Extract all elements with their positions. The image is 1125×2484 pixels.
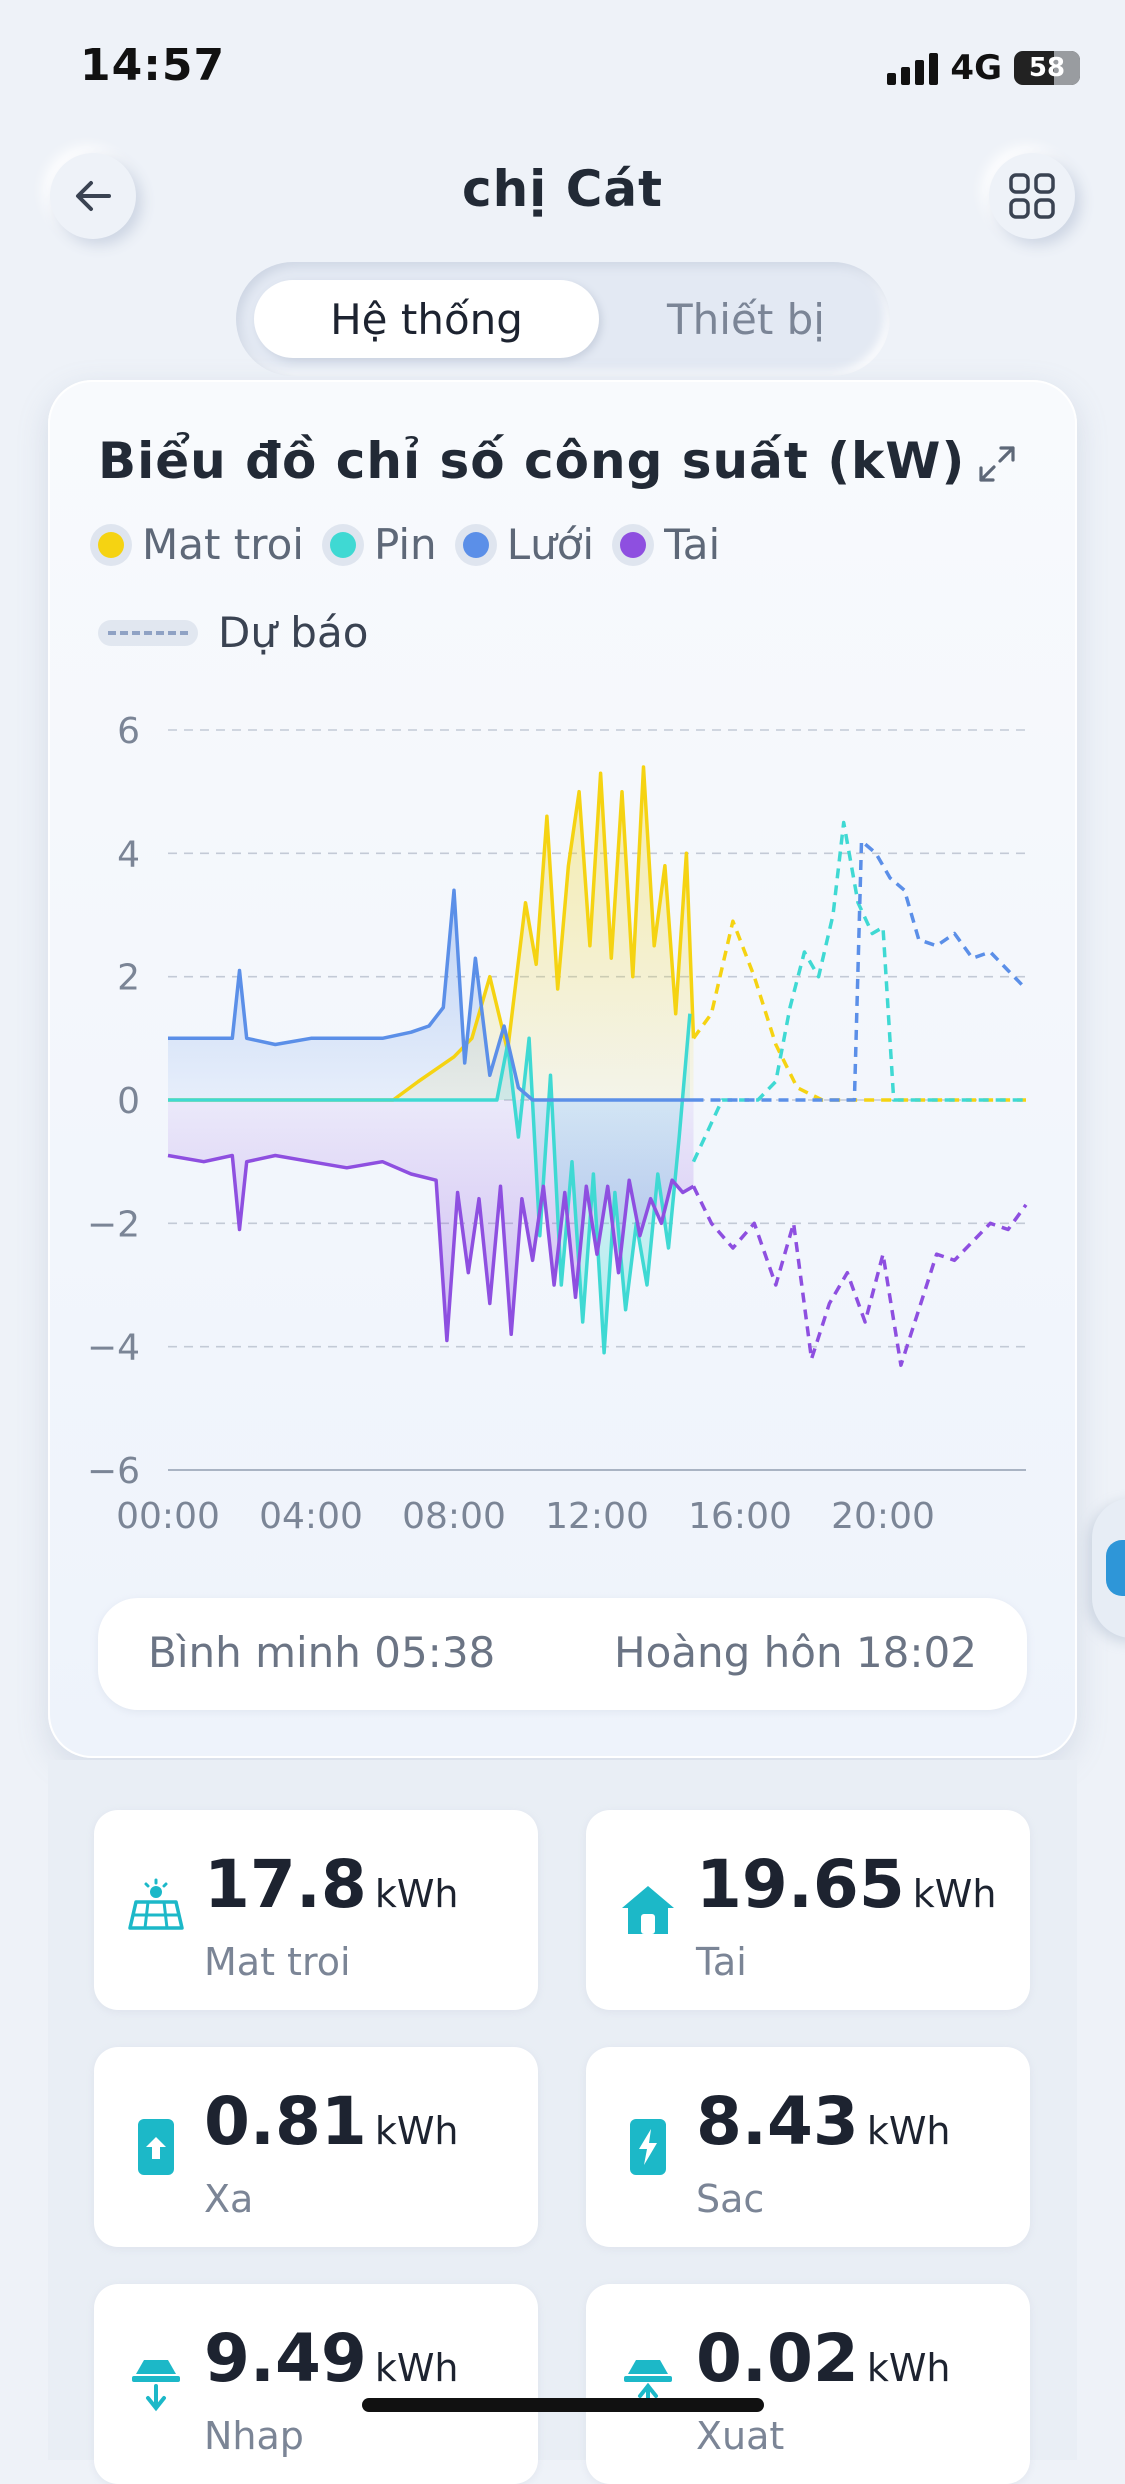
stat-card-tai[interactable]: 19.65 kWh Tai	[586, 1810, 1030, 2010]
grid-import-icon	[132, 2360, 180, 2412]
tab-thiet-bi[interactable]: Thiết bị	[667, 294, 825, 344]
line-luoi	[168, 888, 694, 1102]
legend-item-tai[interactable]: Tai	[620, 520, 720, 569]
battery-level: 58	[1028, 53, 1066, 83]
stat-label: Xuat	[696, 2414, 785, 2458]
legend-dot	[329, 531, 356, 558]
area-tai	[168, 1100, 694, 1341]
forecast-line-tai	[691, 1185, 1028, 1367]
x-tick-label: 16:00	[688, 1496, 792, 1537]
forecast-line-pin	[691, 820, 1026, 1163]
legend-dot	[98, 531, 124, 558]
segmented-tabs: Hệ thống Thiết bị	[236, 262, 890, 376]
y-tick-label: −4	[87, 1328, 140, 1369]
floating-assistant-button[interactable]	[1092, 1498, 1125, 1638]
menu-button[interactable]	[989, 153, 1075, 239]
area-pin	[168, 1013, 690, 1353]
status-indicators: 4G 58	[887, 48, 1080, 88]
area-luoi	[168, 890, 694, 1100]
legend-label: Mat troi	[142, 520, 304, 569]
stat-value: 19.65 kWh	[696, 1846, 997, 1923]
legend-label: Lưới	[506, 520, 595, 569]
chart-legend: Mat troi Pin Lưới Tai	[98, 520, 746, 569]
dashed-line-icon	[98, 619, 198, 646]
stat-label: Xa	[204, 2177, 254, 2221]
battery-discharge-icon	[138, 2119, 174, 2175]
y-tick-label: 6	[117, 711, 140, 752]
home-indicator	[362, 2398, 764, 2412]
house-icon	[622, 1886, 674, 1934]
area-mat-troi	[168, 767, 694, 1100]
y-tick-label: −2	[87, 1204, 140, 1245]
y-tick-label: −6	[87, 1451, 140, 1492]
stat-value: 8.43 kWh	[696, 2083, 951, 2160]
x-tick-label: 04:00	[259, 1496, 363, 1537]
stat-label: Tai	[696, 1940, 747, 1984]
stat-card-xuat[interactable]: 0.02 kWh Xuat	[586, 2284, 1030, 2484]
stat-card-nhap[interactable]: 9.49 kWh Nhap	[94, 2284, 538, 2484]
battery-charge-icon	[630, 2119, 666, 2175]
page-title: chị Cát	[461, 160, 664, 218]
tab-he-thong[interactable]: Hệ thống	[254, 280, 599, 358]
solar-panel-icon	[128, 1878, 184, 1930]
x-tick-label: 12:00	[545, 1496, 649, 1537]
forecast-line-luoi	[693, 839, 1028, 1102]
stat-card-xa[interactable]: 0.81 kWh Xa	[94, 2047, 538, 2247]
network-type: 4G	[950, 48, 1002, 88]
y-tick-label: 4	[117, 834, 140, 875]
legend-dot	[620, 531, 647, 558]
arrow-left-icon	[76, 181, 111, 211]
power-chart-card: Biểu đồ chỉ số công suất (kW) Mat troi P…	[48, 380, 1077, 1758]
stat-value: 17.8 kWh	[204, 1846, 459, 1923]
grid-icon	[1009, 173, 1055, 219]
x-tick-label: 00:00	[116, 1496, 220, 1537]
assistant-icon	[1106, 1540, 1125, 1596]
legend-item-luoi[interactable]: Lưới	[462, 520, 595, 569]
status-bar: 14:57 4G 58	[0, 0, 1125, 130]
legend-label: Pin	[373, 520, 437, 569]
back-button[interactable]	[50, 153, 136, 239]
legend-item-mat-troi[interactable]: Mat troi	[98, 520, 304, 569]
y-tick-label: 2	[117, 958, 140, 999]
header: chị Cát	[0, 130, 1125, 260]
forecast-line-mat-troi	[692, 919, 1026, 1102]
y-tick-label: 0	[117, 1081, 140, 1122]
stat-value: 0.02 kWh	[696, 2320, 951, 2397]
forecast-legend: Dự báo	[98, 608, 368, 657]
stat-value: 0.81 kWh	[204, 2083, 459, 2160]
legend-label: Tai	[664, 520, 721, 569]
status-time: 14:57	[80, 40, 226, 91]
line-mat-troi	[168, 765, 696, 1102]
stat-card-sac[interactable]: 8.43 kWh Sac	[586, 2047, 1030, 2247]
battery-icon: 58	[1014, 51, 1080, 85]
legend-dot	[462, 531, 489, 558]
stat-card-mat-troi[interactable]: 17.8 kWh Mat troi	[94, 1810, 538, 2010]
stat-label: Mat troi	[204, 1940, 351, 1984]
stat-value: 9.49 kWh	[204, 2320, 459, 2397]
sun-times: Bình minh 05:38 Hoàng hôn 18:02	[98, 1598, 1027, 1710]
stat-label: Sac	[696, 2177, 765, 2221]
x-tick-label: 08:00	[402, 1496, 506, 1537]
legend-item-pin[interactable]: Pin	[329, 520, 437, 569]
stat-label: Nhap	[204, 2414, 304, 2458]
chart-title: Biểu đồ chỉ số công suất (kW)	[98, 432, 966, 490]
forecast-label: Dự báo	[218, 608, 369, 657]
sunrise-text: Bình minh 05:38	[148, 1628, 496, 1677]
expand-icon[interactable]	[973, 440, 1021, 488]
line-pin	[168, 1013, 692, 1355]
line-tai	[167, 1153, 695, 1343]
cellular-signal-icon	[887, 51, 939, 85]
sunset-text: Hoàng hôn 18:02	[614, 1628, 977, 1677]
x-tick-label: 20:00	[831, 1496, 935, 1537]
